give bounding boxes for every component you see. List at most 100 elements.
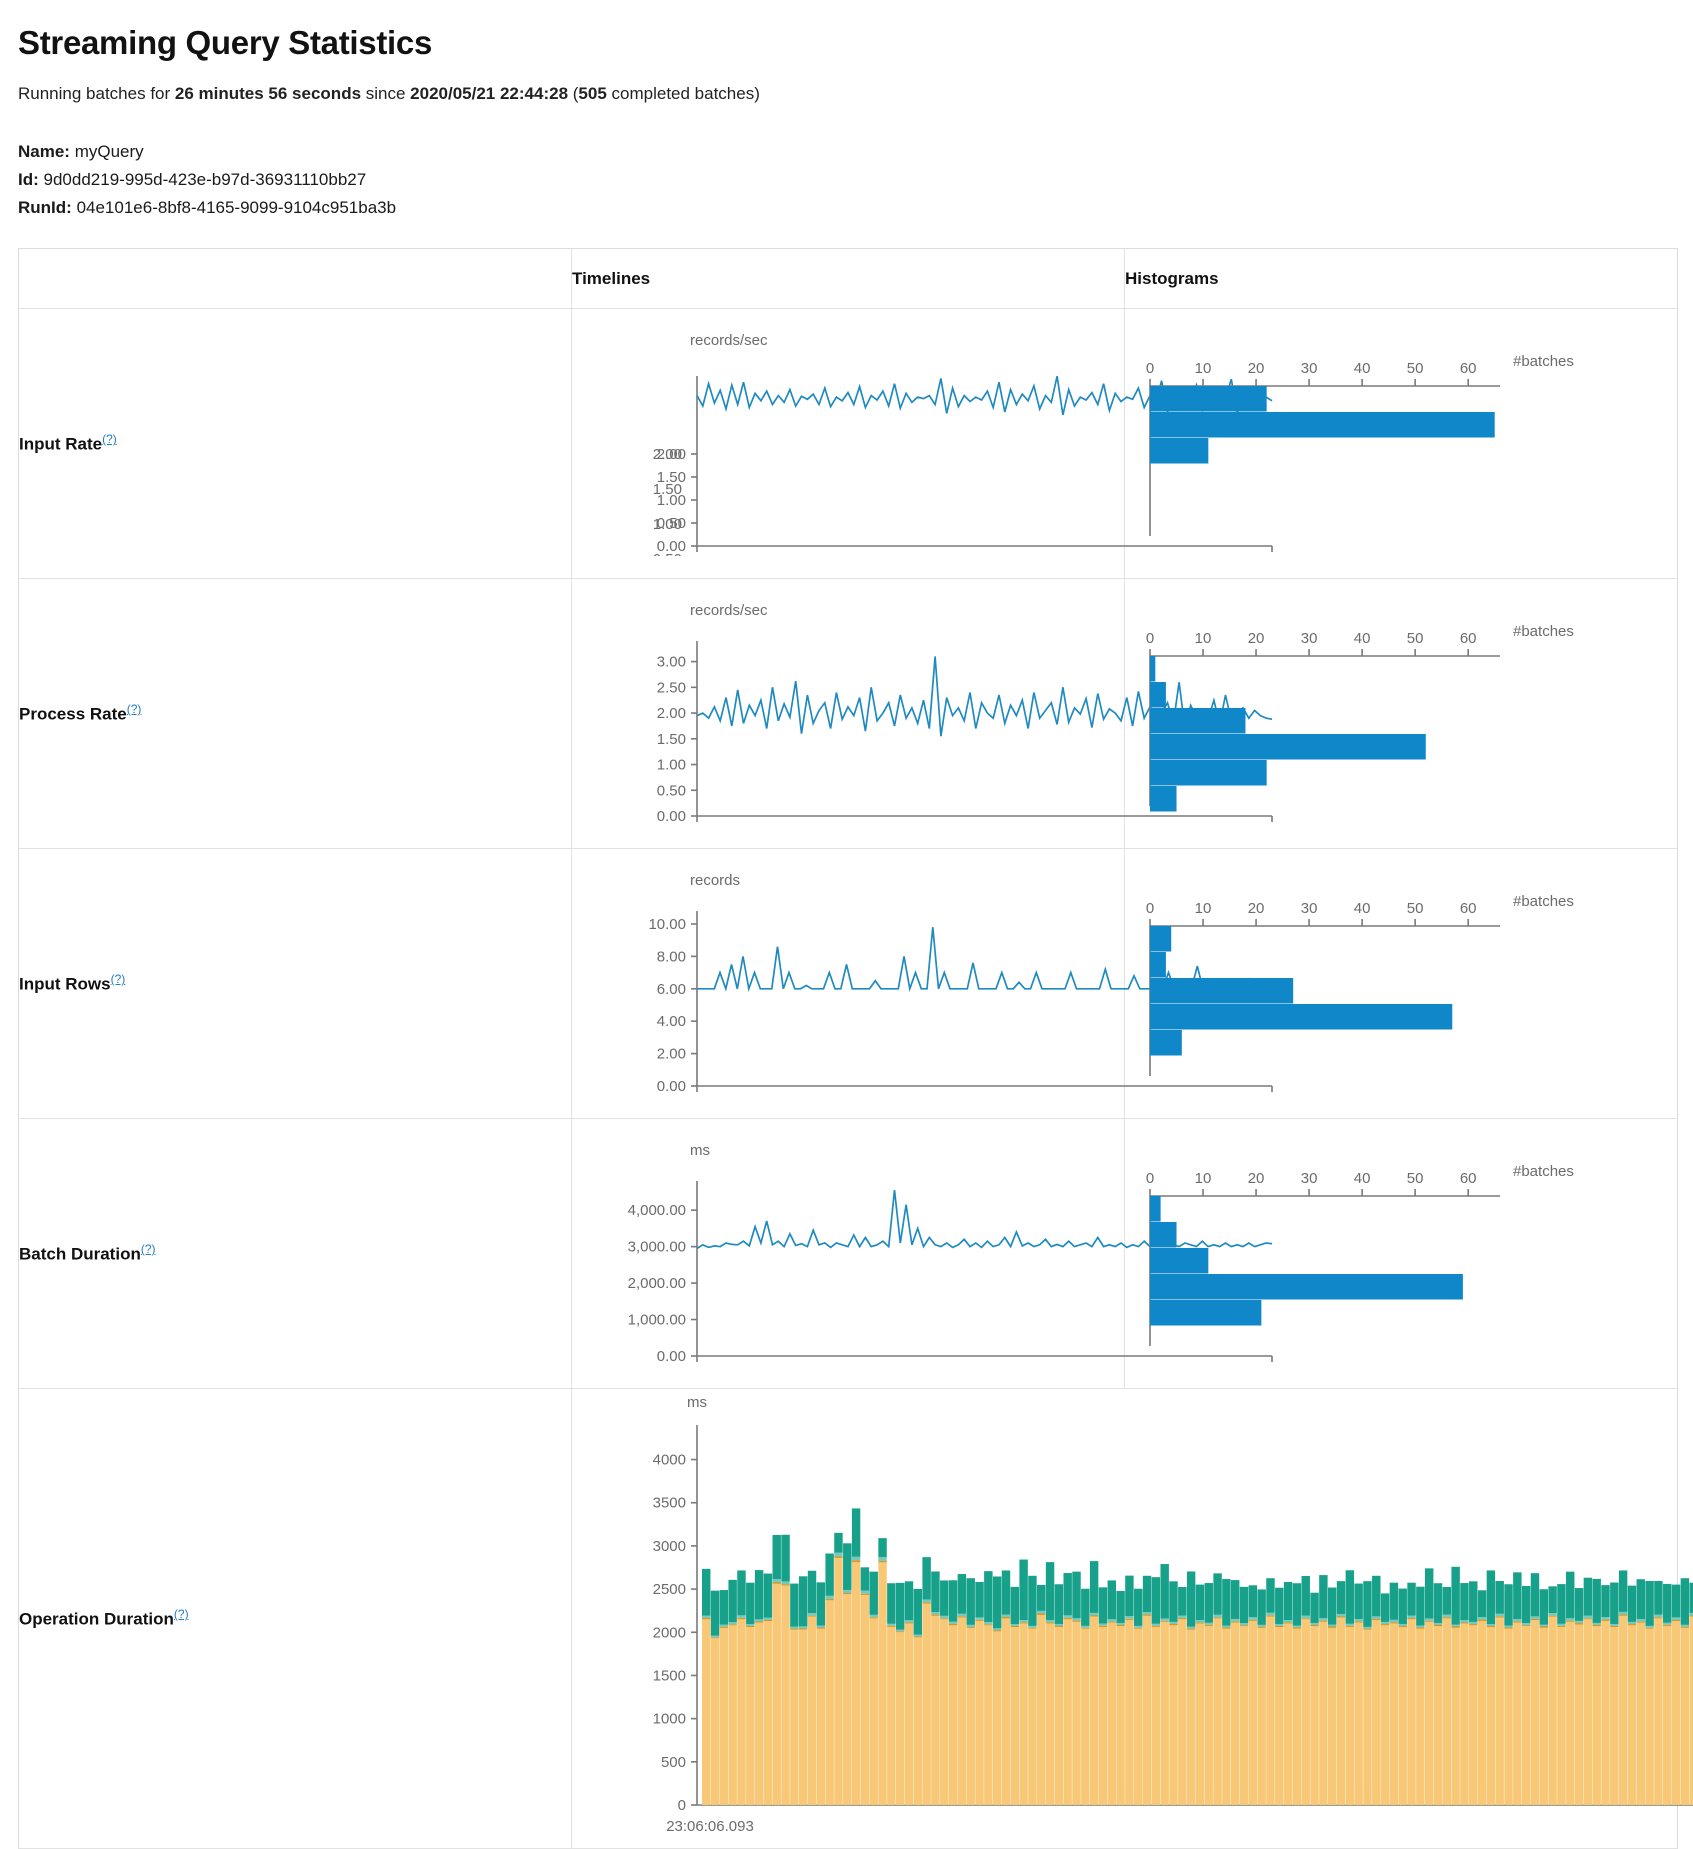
operation-duration-bar-segment [1531, 1573, 1539, 1616]
operation-duration-bar-segment [1302, 1576, 1310, 1616]
operation-duration-bar-segment [1328, 1628, 1336, 1805]
operation-duration-bar-segment [1399, 1627, 1407, 1628]
operation-duration-bar-segment [1169, 1581, 1177, 1622]
operation-duration-bar-segment [711, 1591, 719, 1636]
operation-duration-bar-segment [905, 1620, 913, 1622]
operation-duration-bar-segment [1540, 1627, 1548, 1628]
operation-duration-bar-segment [1019, 1560, 1027, 1620]
operation-duration-bar-segment [1363, 1627, 1371, 1629]
operation-duration-bar-segment [1399, 1627, 1407, 1805]
operation-duration-bar-segment [1540, 1628, 1548, 1805]
operation-duration-bar-segment [1372, 1619, 1380, 1620]
help-icon[interactable]: (?) [174, 1607, 189, 1621]
row-label-text: Input Rate [19, 435, 102, 454]
meta-id-row: Id: 9d0dd219-995d-423e-b97d-36931110bb27 [18, 166, 1693, 194]
operation-duration-bar-segment [1601, 1620, 1609, 1621]
operation-duration-bar-segment [1522, 1623, 1530, 1625]
input-rows-histogram-bar [1150, 978, 1293, 1004]
operation-duration-bar-segment [975, 1620, 983, 1621]
operation-duration-bar-segment [1407, 1619, 1415, 1805]
operation-duration-bar-segment [1496, 1618, 1504, 1805]
operation-duration-bar-segment [1063, 1573, 1071, 1615]
y-tick-label: 0.50 [657, 782, 686, 799]
operation-duration-bar-segment [1011, 1624, 1019, 1626]
operation-duration-bar-segment [1610, 1583, 1618, 1624]
operation-duration-bar-segment [808, 1617, 816, 1805]
y-tick-label: 3500 [653, 1495, 686, 1512]
operation-duration-bar-segment [1443, 1619, 1451, 1806]
operation-duration-bar-segment [1548, 1616, 1556, 1617]
operation-duration-bar-segment [1504, 1584, 1512, 1625]
operation-duration-bar-segment [1372, 1617, 1380, 1620]
operation-duration-bar-segment [1302, 1619, 1310, 1805]
operation-duration-bar-segment [1619, 1612, 1627, 1615]
operation-duration-bar-segment [1610, 1627, 1618, 1805]
y-tick-label: 8.00 [657, 948, 686, 965]
operation-duration-bar-segment [1002, 1619, 1010, 1806]
since-timestamp: 2020/05/21 22:44:28 [410, 84, 568, 103]
operation-duration-bar-segment [896, 1630, 904, 1632]
operation-duration-bar-segment [1134, 1628, 1142, 1629]
operation-duration-bar-segment [1619, 1615, 1627, 1616]
operation-duration-bar-segment [755, 1622, 763, 1623]
operation-duration-bar-segment [1205, 1626, 1213, 1805]
operation-duration-bar-segment [1566, 1621, 1574, 1622]
x-tick-label: 30 [1301, 1170, 1318, 1187]
help-icon[interactable]: (?) [102, 432, 117, 446]
process-rate-histogram-bar [1150, 682, 1166, 708]
operation-duration-bar-segment [702, 1569, 710, 1616]
operation-duration-bar-segment [746, 1627, 754, 1628]
operation-duration-bar-segment [861, 1591, 869, 1594]
y-tick-label: 1.00 [657, 756, 686, 773]
row-label-process-rate: Process Rate(?) [19, 579, 572, 849]
operation-duration-bar-segment [1434, 1623, 1442, 1625]
operation-duration-bar-segment [905, 1624, 913, 1805]
operation-duration-bar-segment [1055, 1627, 1063, 1628]
x-tick-label: 30 [1301, 900, 1318, 917]
operation-duration-bar-segment [1504, 1628, 1512, 1629]
row-label-input-rows: Input Rows(?) [19, 849, 572, 1119]
operation-duration-bar-segment [887, 1624, 895, 1626]
operation-duration-bar-segment [1169, 1626, 1177, 1806]
operation-duration-bar-segment [1663, 1584, 1671, 1623]
operation-duration-bar-segment [1178, 1587, 1186, 1616]
operation-duration-bar-segment [984, 1626, 992, 1806]
operation-duration-bar-segment [1425, 1619, 1433, 1621]
help-icon[interactable]: (?) [127, 702, 142, 716]
operation-duration-bar-segment [1443, 1587, 1451, 1615]
operation-duration-bar-segment [1108, 1619, 1116, 1621]
operation-duration-bar-segment [1381, 1626, 1389, 1806]
operation-duration-bar-segment [834, 1558, 842, 1805]
operation-duration-bar-segment [1310, 1626, 1318, 1627]
operation-duration-bar-segment [949, 1626, 957, 1806]
operation-duration-bar-segment [1407, 1619, 1415, 1620]
help-icon[interactable]: (?) [141, 1242, 156, 1256]
input-rows-histogram-bar [1150, 1030, 1182, 1056]
operation-duration-bar-segment [1460, 1623, 1468, 1624]
operation-duration-bar-segment [1645, 1628, 1653, 1629]
operation-duration-bar-segment [1654, 1615, 1662, 1618]
operation-duration-bar-segment [1187, 1627, 1195, 1629]
x-tick-label: 50 [1407, 630, 1424, 647]
operation-duration-bar-segment [702, 1619, 710, 1805]
operation-duration-bar-segment [1284, 1624, 1292, 1805]
operation-duration-bar-segment [967, 1625, 975, 1627]
operation-duration-bar-segment [728, 1626, 736, 1806]
operation-duration-bar-segment [1390, 1624, 1398, 1805]
operation-duration-bar-segment [1557, 1627, 1565, 1805]
operation-duration-bar-segment [799, 1576, 807, 1626]
operation-duration-bar-segment [861, 1594, 869, 1595]
operation-duration-bar-segment [1249, 1620, 1257, 1621]
operation-duration-bar-segment [1099, 1624, 1107, 1626]
operation-duration-bar-segment [781, 1585, 789, 1586]
help-icon[interactable]: (?) [111, 972, 126, 986]
y-tick-label: 4.00 [657, 1013, 686, 1030]
table-row: Input Rate(?) records/sec 2.00 1.50 1.00… [19, 309, 1678, 579]
batch-duration-histogram-bar [1150, 1248, 1208, 1274]
